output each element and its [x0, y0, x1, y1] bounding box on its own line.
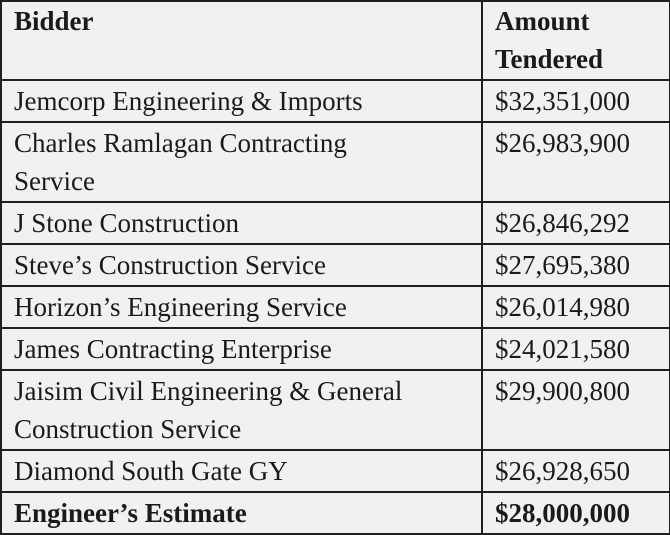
amount-cell: $26,983,900 — [481, 121, 670, 203]
amount-cell: $26,014,980 — [481, 285, 670, 329]
bidder-cell: James Contracting Enterprise — [0, 327, 483, 371]
bidder-line1: Charles Ramlagan Contracting — [14, 128, 347, 158]
bidder-cell: Jaisim Civil Engineering & General Constr… — [0, 369, 483, 451]
table-row: Diamond South Gate GY $26,928,650 — [0, 449, 670, 493]
bidder-cell: Charles Ramlagan Contracting Service — [0, 121, 483, 203]
table-row: Jemcorp Engineering & Imports $32,351,00… — [0, 79, 670, 123]
table-row: Charles Ramlagan Contracting Service $26,… — [0, 121, 670, 203]
total-row: Engineer’s Estimate $28,000,000 — [0, 491, 670, 535]
amount-cell: $26,846,292 — [481, 201, 670, 245]
table-row: J Stone Construction $26,846,292 — [0, 201, 670, 245]
amount-cell: $27,695,380 — [481, 243, 670, 287]
header-amount-line2: Tendered — [495, 44, 604, 74]
header-amount-line1: Amount — [495, 6, 590, 36]
bidder-line2: Service — [14, 166, 95, 196]
amount-cell: $26,928,650 — [481, 449, 670, 493]
amount-cell: $24,021,580 — [481, 327, 670, 371]
amount-cell: $29,900,800 — [481, 369, 670, 451]
header-amount-tendered: Amount Tendered — [481, 0, 670, 81]
total-label: Engineer’s Estimate — [0, 491, 483, 535]
bidder-cell: Diamond South Gate GY — [0, 449, 483, 493]
bidder-cell: Horizon’s Engineering Service — [0, 285, 483, 329]
total-amount: $28,000,000 — [481, 491, 670, 535]
table-row: Jaisim Civil Engineering & General Constr… — [0, 369, 670, 451]
bidder-cell: Jemcorp Engineering & Imports — [0, 79, 483, 123]
table-row: Steve’s Construction Service $27,695,380 — [0, 243, 670, 287]
bidder-cell: Steve’s Construction Service — [0, 243, 483, 287]
bidder-cell: J Stone Construction — [0, 201, 483, 245]
header-bidder: Bidder — [0, 0, 483, 81]
table-header-row: Bidder Amount Tendered — [0, 0, 670, 81]
amount-cell: $32,351,000 — [481, 79, 670, 123]
table-row: Horizon’s Engineering Service $26,014,98… — [0, 285, 670, 329]
bidder-line2: Construction Service — [14, 414, 242, 444]
bidder-line1: Jaisim Civil Engineering & General — [14, 376, 403, 406]
table-row: James Contracting Enterprise $24,021,580 — [0, 327, 670, 371]
